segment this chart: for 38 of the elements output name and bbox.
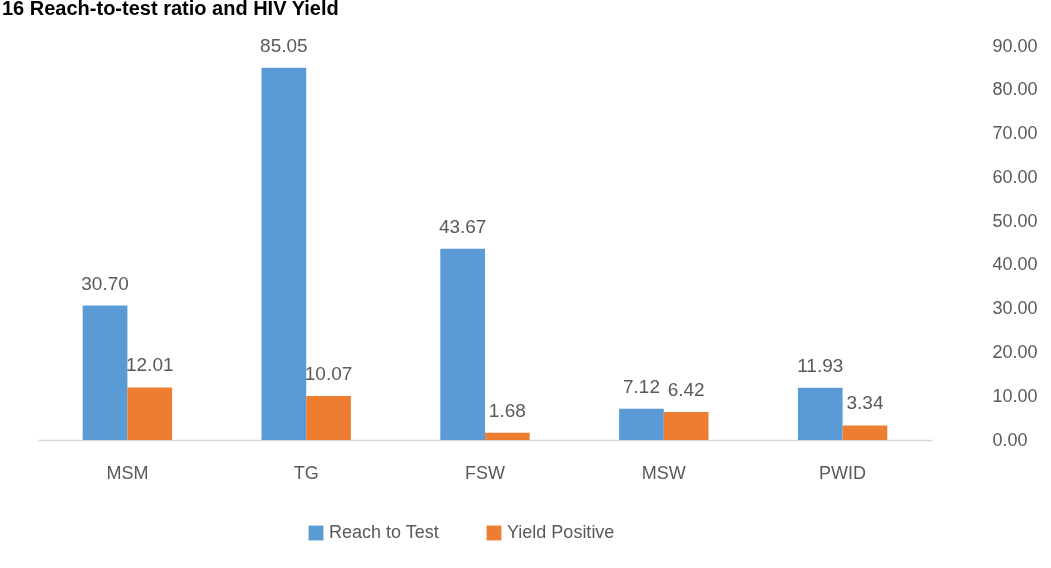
legend-label: Yield Positive — [507, 522, 615, 542]
bar — [306, 395, 351, 440]
y-tick-label: 20.00 — [992, 341, 1038, 362]
y-tick-label: 0.00 — [992, 429, 1028, 450]
data-label: 12.01 — [125, 354, 174, 376]
bar — [127, 387, 173, 440]
y-tick-label: 30.00 — [992, 298, 1038, 319]
y-tick-label: 60.00 — [992, 166, 1038, 187]
bar — [440, 248, 485, 440]
data-label: 6.42 — [667, 378, 705, 400]
data-label: 30.70 — [81, 272, 129, 294]
x-tick-label: FSW — [465, 462, 505, 483]
data-label: 1.68 — [488, 399, 526, 421]
y-tick-label: 50.00 — [992, 210, 1038, 231]
data-label: 10.07 — [304, 362, 353, 384]
data-label: 85.05 — [260, 34, 308, 56]
data-label: 11.93 — [797, 354, 844, 376]
data-label: 43.67 — [438, 215, 487, 237]
y-tick-label: 10.00 — [992, 385, 1038, 406]
bar — [261, 67, 307, 440]
y-tick-label: 90.00 — [992, 35, 1038, 56]
bar — [797, 387, 843, 440]
x-tick-label: MSM — [106, 462, 149, 483]
x-tick-label: PWID — [819, 462, 867, 483]
bar — [619, 408, 664, 440]
chart-title: 16 Reach-to-test ratio and HIV Yield — [2, 0, 339, 19]
data-label: 3.34 — [846, 392, 884, 414]
y-tick-label: 70.00 — [992, 123, 1038, 144]
bar — [663, 411, 709, 440]
bar — [485, 432, 530, 440]
y-tick-label: 40.00 — [992, 254, 1038, 275]
bar — [842, 425, 888, 440]
legend-label: Reach to Test — [329, 522, 439, 542]
x-tick-label: TG — [293, 462, 319, 483]
x-tick-label: MSW — [641, 462, 686, 483]
y-tick-label: 80.00 — [992, 79, 1038, 100]
data-label: 7.12 — [622, 375, 660, 397]
bar — [82, 305, 128, 440]
